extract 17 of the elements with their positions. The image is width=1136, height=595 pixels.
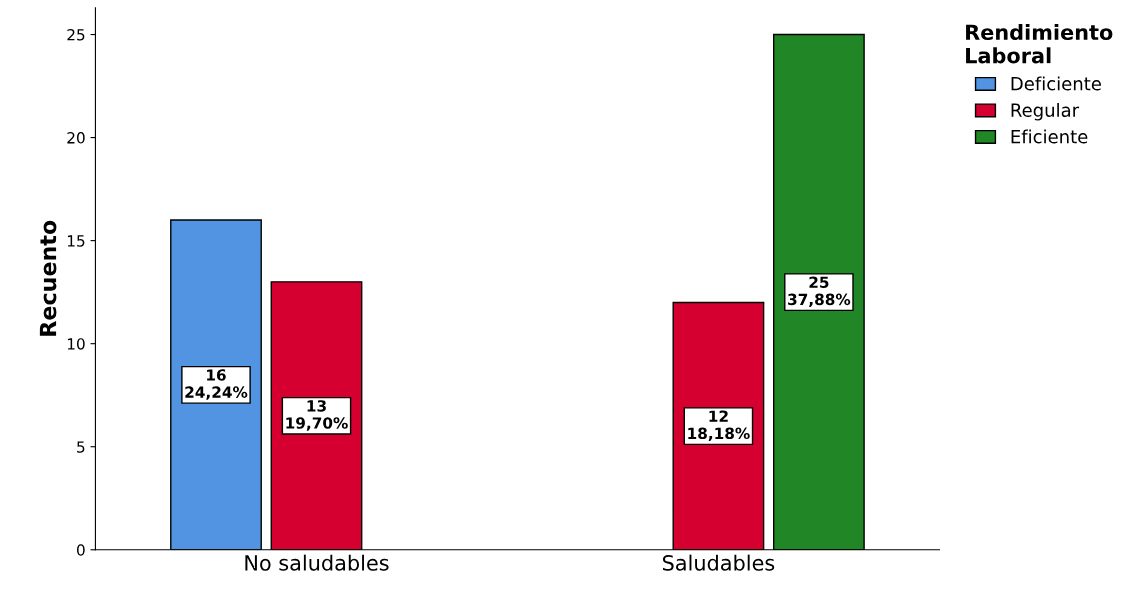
data-label: 25 37,88% [788,276,851,308]
data-label: 13 19,70% [286,400,348,431]
legend-label: Deficiente [1011,76,1101,91]
x-tick-label: Saludables [662,554,775,571]
y-axis-title: Recuento [39,220,57,336]
data-label: 16 24,24% [185,369,248,400]
y-tick-label: 0 [76,544,85,556]
y-tick-label: 25 [67,28,85,41]
legend-label: Regular [1011,103,1080,121]
legend-title: Rendimiento Laboral [966,23,1113,64]
x-tick-label: No saludables [245,554,389,571]
legend-label: Eficiente [1011,129,1088,144]
y-tick-label: 15 [67,235,85,247]
y-tick-label: 20 [67,132,85,144]
y-tick-label: 5 [77,441,85,453]
y-tick-label: 10 [67,338,85,350]
data-label: 12 18,18% [688,410,750,442]
